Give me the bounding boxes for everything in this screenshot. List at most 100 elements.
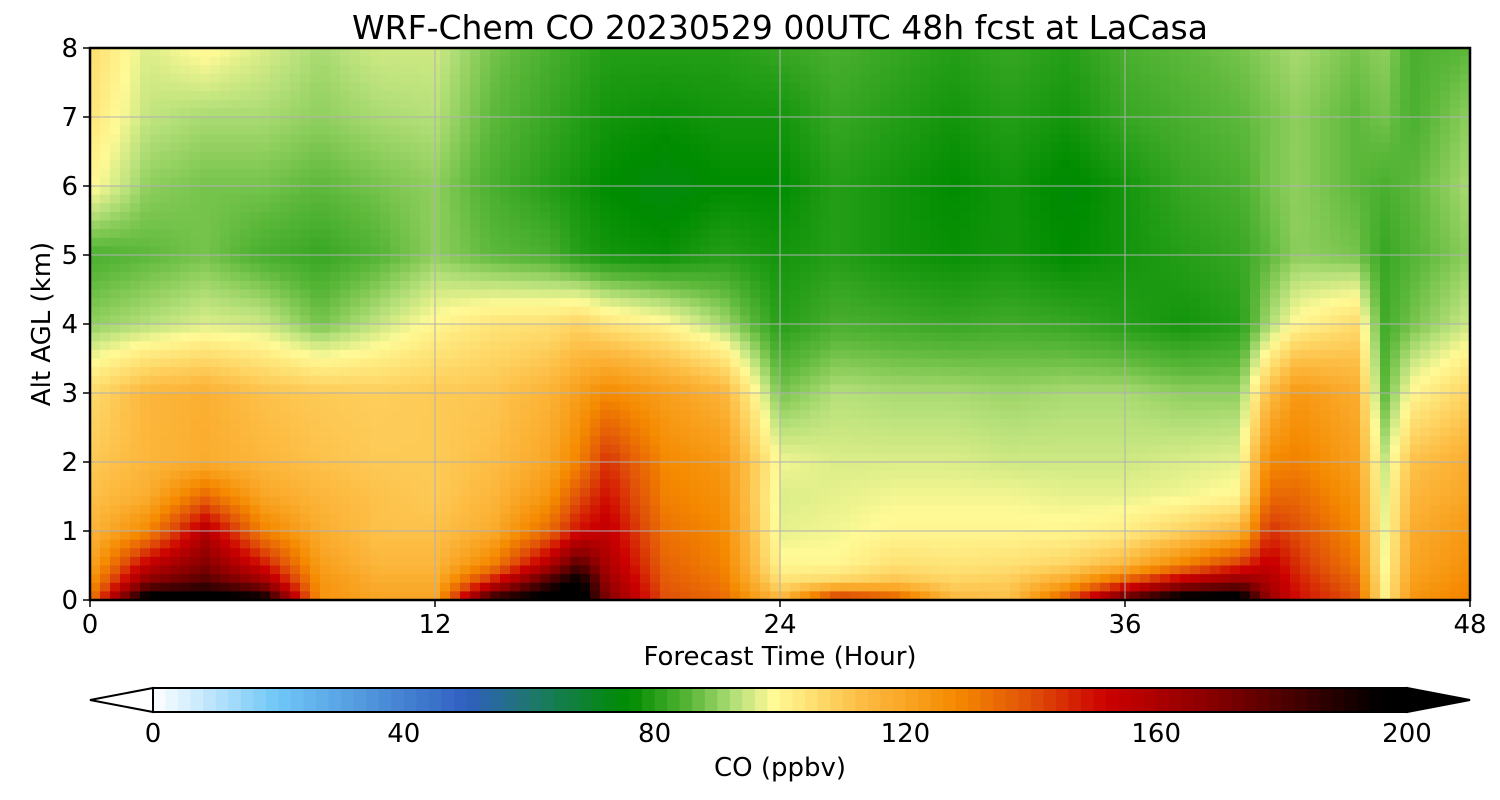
heatmap-cell <box>1100 211 1111 222</box>
heatmap-cell <box>570 108 581 118</box>
heatmap-cell <box>930 177 941 187</box>
heatmap-cell <box>520 349 531 360</box>
heatmap-cell <box>360 306 371 316</box>
heatmap-cell <box>560 229 571 239</box>
heatmap-cell <box>790 229 801 239</box>
heatmap-cell <box>810 341 821 351</box>
heatmap-cell <box>1090 272 1101 282</box>
heatmap-cell <box>310 91 321 101</box>
heatmap-cell <box>240 237 251 247</box>
heatmap-cell <box>640 324 651 334</box>
heatmap-cell <box>930 246 941 256</box>
heatmap-cell <box>1450 263 1461 273</box>
heatmap-cell <box>1450 229 1461 239</box>
heatmap-cell <box>1320 280 1331 291</box>
heatmap-cell <box>620 186 631 196</box>
heatmap-cell <box>330 289 341 299</box>
heatmap-cell <box>1280 73 1291 84</box>
heatmap-cell <box>1440 315 1451 325</box>
heatmap-cell <box>1350 315 1361 325</box>
heatmap-cell <box>1190 272 1201 282</box>
heatmap-cell <box>540 332 551 342</box>
heatmap-cell <box>240 263 251 273</box>
heatmap-cell <box>910 151 921 161</box>
heatmap-cell <box>1280 220 1291 230</box>
heatmap-cell <box>680 211 691 222</box>
heatmap-cell <box>840 263 851 273</box>
heatmap-cell <box>560 134 571 144</box>
heatmap-cell <box>1400 108 1411 118</box>
heatmap-cell <box>700 134 711 144</box>
heatmap-cell <box>1370 246 1381 256</box>
heatmap-cell <box>1210 220 1221 230</box>
heatmap-cell <box>930 349 941 360</box>
heatmap-cell <box>420 246 431 256</box>
heatmap-cell <box>1360 142 1371 153</box>
heatmap-cell <box>420 91 431 101</box>
heatmap-cell <box>410 246 421 256</box>
heatmap-cell <box>590 237 601 247</box>
heatmap-cell <box>1060 211 1071 222</box>
heatmap-cell <box>520 99 531 109</box>
heatmap-cell <box>880 125 891 135</box>
heatmap-cell <box>1110 306 1121 316</box>
heatmap-cell <box>270 263 281 273</box>
heatmap-cell <box>300 73 311 84</box>
heatmap-cell <box>250 315 261 325</box>
heatmap-cell <box>1170 65 1181 75</box>
heatmap-cell <box>400 237 411 247</box>
heatmap-cell <box>330 280 341 291</box>
heatmap-cell <box>970 324 981 334</box>
heatmap-cell <box>290 332 301 342</box>
heatmap-cell <box>1240 151 1251 161</box>
heatmap-cell <box>390 255 401 265</box>
heatmap-cell <box>1070 186 1081 196</box>
heatmap-cell <box>300 306 311 316</box>
heatmap-cell <box>720 263 731 273</box>
heatmap-cell <box>530 177 541 187</box>
heatmap-cell <box>750 341 761 351</box>
heatmap-cell <box>660 194 671 204</box>
heatmap-cell <box>210 125 221 135</box>
heatmap-cell <box>800 91 811 101</box>
heatmap-cell <box>650 306 661 316</box>
heatmap-cell <box>160 168 171 178</box>
heatmap-cell <box>690 108 701 118</box>
heatmap-cell <box>1400 315 1411 325</box>
heatmap-cell <box>760 237 771 247</box>
heatmap-cell <box>600 324 611 334</box>
heatmap-cell <box>770 65 781 75</box>
heatmap-cell <box>1030 99 1041 109</box>
heatmap-cell <box>700 151 711 161</box>
heatmap-cell <box>1210 177 1221 187</box>
heatmap-cell <box>110 349 121 360</box>
heatmap-cell <box>750 315 761 325</box>
heatmap-cell <box>980 289 991 299</box>
heatmap-cell <box>1150 48 1161 58</box>
heatmap-cell <box>200 134 211 144</box>
heatmap-cell <box>900 82 911 92</box>
heatmap-cell <box>260 332 271 342</box>
heatmap-cell <box>750 203 761 213</box>
heatmap-cell <box>1310 99 1321 109</box>
heatmap-cell <box>300 82 311 92</box>
heatmap-cell <box>840 315 851 325</box>
heatmap-cell <box>410 125 421 135</box>
heatmap-cell <box>1150 298 1161 308</box>
heatmap-cell <box>780 280 791 291</box>
heatmap-cell <box>1440 177 1451 187</box>
heatmap-cell <box>1380 82 1391 92</box>
heatmap-cell <box>1090 211 1101 222</box>
heatmap-cell <box>930 332 941 342</box>
heatmap-cell <box>440 65 451 75</box>
heatmap-cell <box>570 151 581 161</box>
heatmap-cell <box>1250 65 1261 75</box>
heatmap-cell <box>1300 151 1311 161</box>
heatmap-cell <box>400 289 411 299</box>
heatmap-cell <box>630 151 641 161</box>
heatmap-cell <box>370 91 381 101</box>
heatmap-cell <box>230 99 241 109</box>
heatmap-cell <box>820 203 831 213</box>
heatmap-cell <box>180 168 191 178</box>
heatmap-cell <box>1210 56 1221 66</box>
